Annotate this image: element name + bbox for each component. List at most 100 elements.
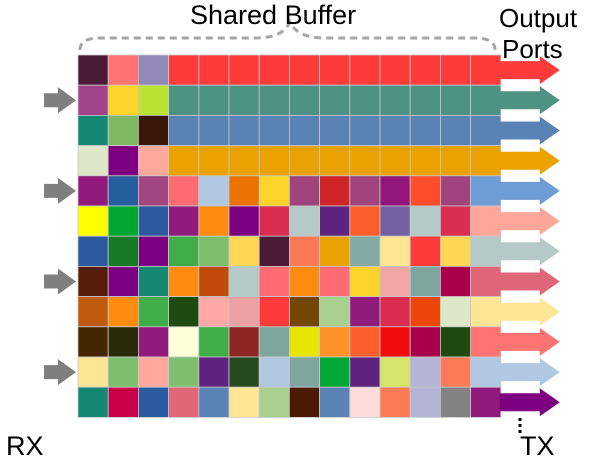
buffer-cell <box>137 356 169 388</box>
buffer-cell <box>379 265 411 297</box>
buffer-cell <box>107 265 139 297</box>
buffer-cell <box>439 326 471 358</box>
buffer-cell <box>198 296 230 328</box>
buffer-cell <box>107 145 139 177</box>
output-port-arrows <box>499 56 560 417</box>
buffer-cell <box>228 296 260 328</box>
rx-input-arrow <box>44 87 76 114</box>
buffer-cell <box>319 235 351 267</box>
buffer-cell <box>288 265 320 297</box>
buffer-cell <box>198 205 230 237</box>
buffer-cell <box>439 175 471 207</box>
buffer-cell <box>288 84 320 116</box>
buffer-cell <box>349 386 381 418</box>
buffer-cell <box>258 235 290 267</box>
buffer-cell <box>258 356 290 388</box>
buffer-cell <box>470 235 502 267</box>
output-port-arrow <box>499 56 560 85</box>
buffer-cell <box>137 235 169 267</box>
buffer-cell <box>168 54 200 86</box>
buffer-cell <box>258 175 290 207</box>
output-port-arrow <box>499 358 560 387</box>
buffer-cell <box>137 84 169 116</box>
buffer-cell <box>379 326 411 358</box>
buffer-cell <box>288 145 320 177</box>
buffer-cell <box>349 145 381 177</box>
buffer-cell <box>137 265 169 297</box>
buffer-cell <box>168 235 200 267</box>
rx-input-arrow <box>44 359 76 386</box>
buffer-cell <box>198 265 230 297</box>
buffer-cell <box>258 386 290 418</box>
output-port-arrow <box>499 327 560 356</box>
buffer-cell <box>107 235 139 267</box>
buffer-cell <box>439 386 471 418</box>
output-port-arrow <box>499 388 560 417</box>
output-port-arrow <box>499 146 560 175</box>
buffer-cell <box>439 54 471 86</box>
buffer-cell <box>258 296 290 328</box>
buffer-cell <box>198 326 230 358</box>
buffer-cell <box>168 84 200 116</box>
buffer-cell <box>379 356 411 388</box>
buffer-cell <box>137 296 169 328</box>
buffer-cell <box>168 175 200 207</box>
buffer-cell <box>349 265 381 297</box>
output-port-arrow <box>499 207 560 236</box>
buffer-cell <box>258 326 290 358</box>
buffer-cell <box>77 326 109 358</box>
buffer-cell <box>439 356 471 388</box>
buffer-cell <box>137 326 169 358</box>
buffer-cell <box>228 326 260 358</box>
buffer-cell <box>439 296 471 328</box>
buffer-cell <box>77 84 109 116</box>
buffer-cell <box>470 115 502 147</box>
buffer-cell <box>228 115 260 147</box>
input-arrows <box>44 87 76 386</box>
buffer-cell <box>77 205 109 237</box>
buffer-cell <box>288 54 320 86</box>
buffer-cell <box>107 386 139 418</box>
buffer-cell <box>439 205 471 237</box>
output-port-arrow <box>499 267 560 296</box>
buffer-cell <box>168 356 200 388</box>
output-ports-label-line2: Ports <box>502 34 563 64</box>
buffer-cell <box>379 235 411 267</box>
buffer-cell <box>349 175 381 207</box>
output-port-arrow <box>499 86 560 115</box>
output-port-arrow <box>499 176 560 205</box>
buffer-cell <box>379 205 411 237</box>
buffer-cell <box>228 175 260 207</box>
buffer-cell <box>107 326 139 358</box>
buffer-cell <box>77 175 109 207</box>
rx-input-arrow <box>44 268 76 295</box>
buffer-cell <box>198 175 230 207</box>
buffer-cell <box>168 145 200 177</box>
buffer-cell <box>470 205 502 237</box>
buffer-cell <box>409 235 441 267</box>
buffer-cell <box>198 235 230 267</box>
buffer-cell <box>409 386 441 418</box>
buffer-cell <box>409 84 441 116</box>
buffer-cell <box>288 356 320 388</box>
buffer-cell <box>288 175 320 207</box>
buffer-cell <box>77 54 109 86</box>
buffer-cell <box>228 145 260 177</box>
buffer-cell <box>107 84 139 116</box>
buffer-cell <box>77 145 109 177</box>
buffer-cell <box>168 115 200 147</box>
buffer-cell <box>107 54 139 86</box>
buffer-cell <box>228 84 260 116</box>
buffer-cell <box>349 326 381 358</box>
buffer-cell <box>470 54 502 86</box>
buffer-cell <box>409 296 441 328</box>
buffer-cell <box>409 145 441 177</box>
buffer-cell <box>379 54 411 86</box>
output-ports-label-line1: Output <box>499 3 578 33</box>
buffer-cell <box>228 205 260 237</box>
buffer-cell <box>379 115 411 147</box>
buffer-cell <box>470 386 502 418</box>
buffer-cell <box>379 296 411 328</box>
buffer-cell <box>168 296 200 328</box>
